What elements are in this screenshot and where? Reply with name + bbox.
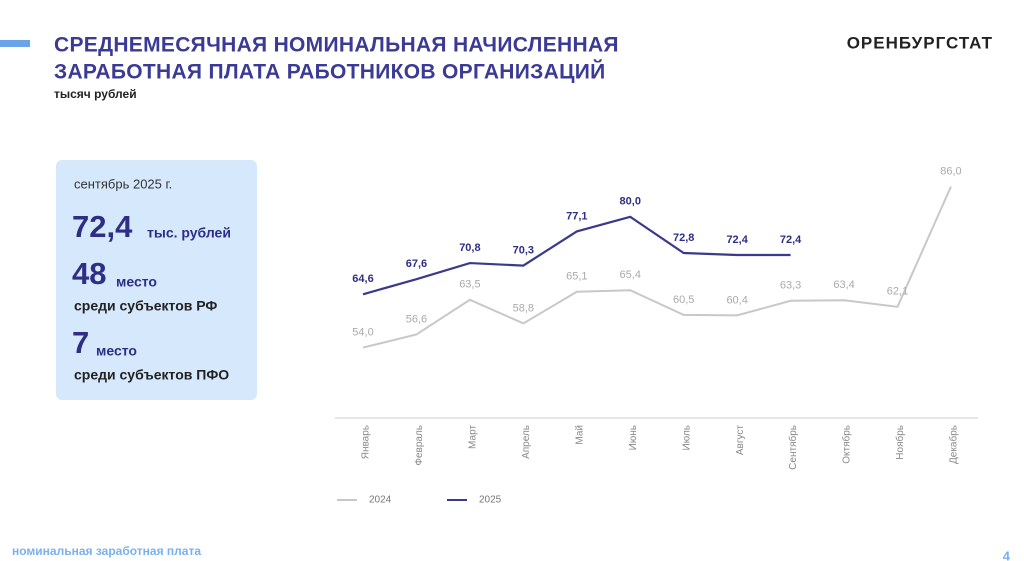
info-rank-text: среди субъектов РФ — [74, 298, 217, 314]
series-line — [362, 186, 952, 349]
x-tick-label: Январь — [361, 425, 372, 459]
data-label: 63,5 — [459, 279, 480, 291]
data-label: 62,1 — [887, 286, 908, 298]
brand: ОРЕНБУРГСТАТ — [847, 33, 993, 52]
data-label: 56,6 — [406, 313, 427, 325]
data-label: 60,5 — [673, 294, 694, 306]
info-box — [56, 160, 257, 400]
x-tick-label: Октябрь — [841, 425, 853, 464]
info-unit: тыс. рублей — [147, 225, 231, 241]
x-tick-label: Декабрь — [948, 425, 960, 464]
x-tick-label: Ноябрь — [894, 425, 906, 460]
x-tick-label: Апрель — [521, 425, 532, 459]
data-label: 65,4 — [620, 269, 641, 281]
x-tick-label: Февраль — [414, 425, 425, 466]
data-label: 77,1 — [566, 210, 587, 222]
info-value: 72,4 — [72, 209, 133, 244]
footer-text: номинальная заработная плата — [12, 544, 201, 558]
data-label: 63,3 — [780, 280, 801, 292]
data-label: 63,4 — [833, 279, 854, 291]
data-label: 80,0 — [620, 196, 641, 208]
data-label: 54,0 — [352, 326, 373, 338]
info-rank: 48 — [72, 256, 106, 291]
x-tick-label: Июнь — [628, 425, 639, 450]
subtitle: тысяч рублей — [54, 87, 137, 101]
accent-bar — [0, 40, 30, 47]
legend-label: 2025 — [479, 495, 502, 506]
info-rank: 7 — [72, 325, 89, 360]
data-label: 58,8 — [513, 302, 534, 314]
data-label: 60,4 — [726, 294, 747, 306]
x-tick-label: Сентябрь — [787, 425, 799, 470]
title-line: СРЕДНЕМЕСЯЧНАЯ НОМИНАЛЬНАЯ НАЧИСЛЕННАЯ — [54, 34, 619, 57]
data-label: 86,0 — [940, 166, 961, 178]
info-period: сентябрь 2025 г. — [74, 176, 172, 191]
data-label: 64,6 — [352, 273, 373, 285]
x-tick-label: Май — [574, 425, 585, 445]
x-tick-label: Март — [468, 425, 479, 449]
data-label: 65,1 — [566, 271, 587, 283]
page-number: 4 — [1003, 548, 1011, 561]
data-label: 70,3 — [513, 244, 534, 256]
info-rank-word: место — [96, 343, 137, 359]
x-tick-label: Август — [735, 425, 746, 456]
data-label: 72,4 — [780, 234, 802, 246]
series-line — [362, 215, 791, 296]
legend-label: 2024 — [369, 495, 392, 506]
info-rank-text: среди субъектов ПФО — [74, 367, 229, 383]
x-tick-label: Июль — [681, 425, 692, 451]
title-line: ЗАРАБОТНАЯ ПЛАТА РАБОТНИКОВ ОРГАНИЗАЦИЙ — [54, 60, 606, 84]
info-rank-word: место — [116, 274, 157, 290]
data-label: 72,4 — [726, 234, 748, 246]
data-label: 72,8 — [673, 232, 694, 244]
data-label: 67,6 — [406, 258, 427, 270]
data-label: 70,8 — [459, 242, 480, 254]
